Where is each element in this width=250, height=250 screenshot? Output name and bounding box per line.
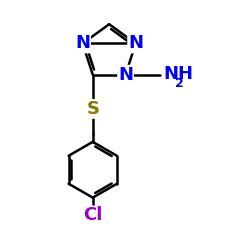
- Text: N: N: [118, 66, 133, 84]
- Text: N: N: [128, 34, 143, 52]
- Text: NH: NH: [164, 65, 194, 83]
- Text: Cl: Cl: [83, 206, 102, 224]
- Text: S: S: [86, 100, 99, 118]
- Text: 2: 2: [175, 77, 184, 90]
- Text: N: N: [75, 34, 90, 52]
